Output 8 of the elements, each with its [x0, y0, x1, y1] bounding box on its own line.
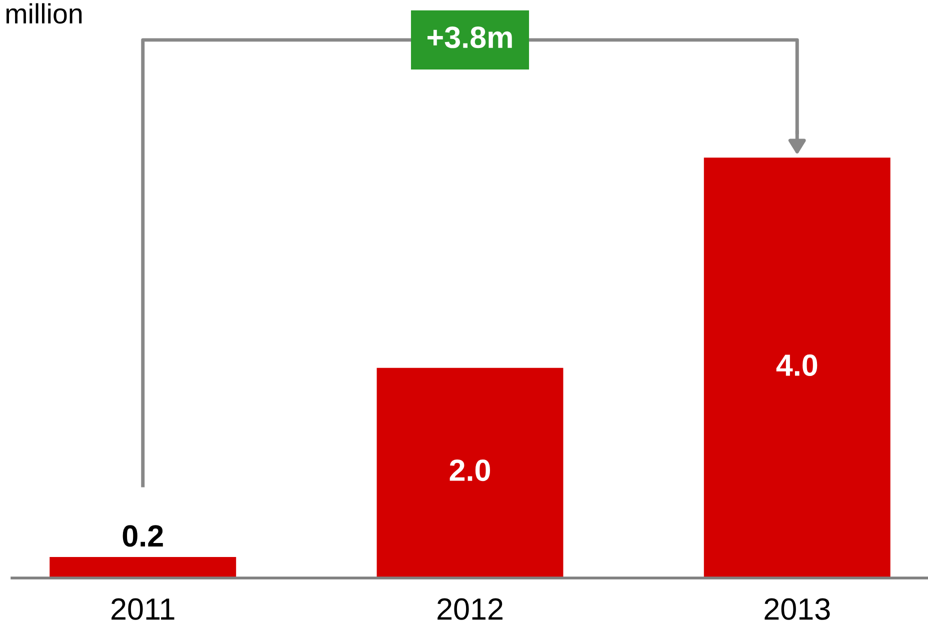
data-label: 0.2 — [122, 525, 163, 547]
x-tick-label: 2012 — [438, 598, 502, 620]
x-tick-label: 2013 — [764, 598, 830, 620]
data-label: 4.0 — [776, 354, 818, 376]
text: +3.8m — [428, 26, 512, 48]
x-tick-label: 2011 — [112, 598, 174, 620]
data-label: 2.0 — [450, 459, 490, 482]
y-axis-title: million — [6, 3, 82, 24]
